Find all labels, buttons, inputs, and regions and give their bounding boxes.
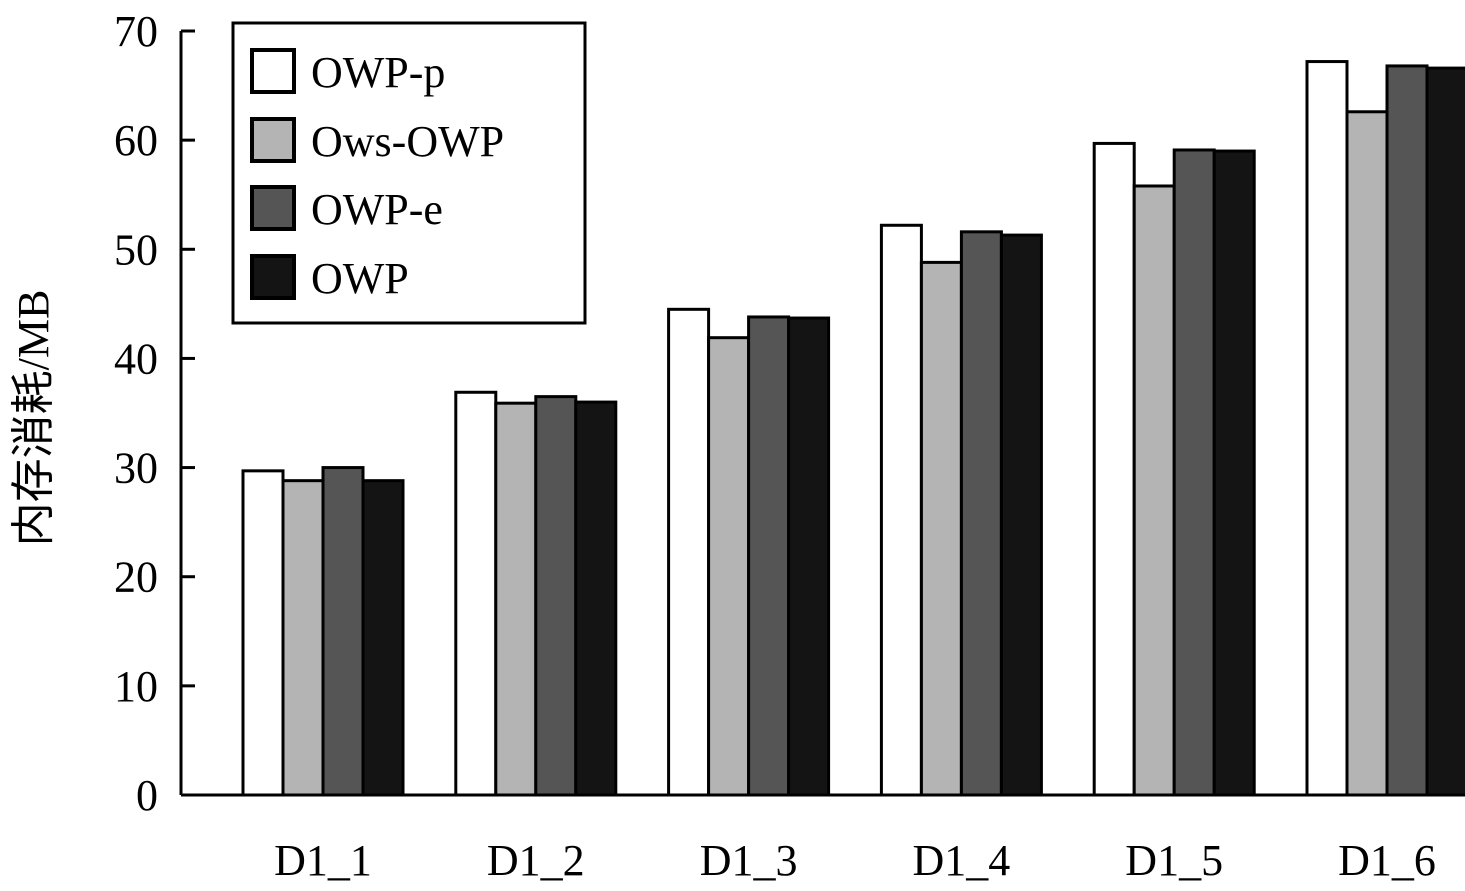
y-axis-title: 内存消耗/MB bbox=[9, 290, 58, 547]
bar-D1_4-OWP-p bbox=[879, 223, 923, 797]
bar-D1_4-OWP-e bbox=[959, 230, 1003, 797]
bar-D1_5-OWP bbox=[1212, 149, 1256, 797]
legend-swatch bbox=[250, 117, 296, 163]
bar-D1_2-OWP-p bbox=[454, 390, 498, 797]
legend: OWP-p Ows-OWP OWP-e OWP bbox=[231, 21, 587, 325]
bar-D1_6-OWP bbox=[1425, 66, 1465, 797]
x-tick-label: D1_3 bbox=[700, 836, 798, 885]
y-tick-label: 20 bbox=[114, 553, 158, 602]
y-tick-label: 40 bbox=[114, 334, 158, 383]
y-tick-label: 70 bbox=[114, 7, 158, 56]
bar-D1_6-Ows-OWP bbox=[1345, 110, 1389, 797]
bar-D1_4-Ows-OWP bbox=[919, 260, 963, 797]
legend-label: OWP bbox=[311, 254, 409, 303]
y-tick-label: 10 bbox=[114, 662, 158, 711]
legend-swatch bbox=[250, 254, 296, 300]
bar-D1_2-OWP-e bbox=[534, 395, 578, 797]
x-tick-label: D1_5 bbox=[1125, 836, 1223, 885]
y-tick-label: 30 bbox=[114, 444, 158, 493]
bar-D1_5-OWP-p bbox=[1092, 141, 1136, 797]
legend-label: OWP-e bbox=[311, 185, 443, 234]
legend-label: Ows-OWP bbox=[311, 117, 504, 166]
bar-D1_5-Ows-OWP bbox=[1132, 184, 1176, 797]
x-tick-label: D1_1 bbox=[274, 836, 372, 885]
legend-swatch bbox=[250, 185, 296, 231]
legend-label: OWP-p bbox=[311, 48, 445, 97]
bar-D1_2-Ows-OWP bbox=[494, 401, 538, 797]
bar-D1_4-OWP bbox=[999, 233, 1043, 797]
bar-D1_2-OWP bbox=[574, 400, 618, 797]
bar-D1_1-OWP bbox=[361, 479, 405, 797]
bar-D1_3-OWP-e bbox=[747, 315, 791, 797]
bar-D1_1-OWP-e bbox=[321, 466, 365, 797]
bar-D1_3-Ows-OWP bbox=[707, 336, 751, 797]
bars-layer bbox=[241, 60, 1465, 797]
bar-D1_1-Ows-OWP bbox=[281, 479, 325, 797]
bar-D1_3-OWP bbox=[787, 316, 831, 797]
bar-D1_6-OWP-e bbox=[1385, 64, 1429, 797]
y-tick-label: 50 bbox=[114, 225, 158, 274]
axis-title-layer: 内存消耗/MB bbox=[9, 290, 58, 547]
bar-D1_6-OWP-p bbox=[1305, 60, 1349, 797]
legend-swatch bbox=[250, 48, 296, 94]
y-tick-label: 0 bbox=[136, 771, 158, 820]
axes-layer: D1_1 D1_2 D1_3 D1_4 D1_5 D1_6 0 10 20 30 40 50 60 70 bbox=[114, 7, 1465, 885]
bar-D1_1-OWP-p bbox=[241, 469, 285, 797]
y-tick-label: 60 bbox=[114, 116, 158, 165]
x-tick-label: D1_4 bbox=[913, 836, 1011, 885]
bar-D1_5-OWP-e bbox=[1172, 148, 1216, 797]
x-tick-label: D1_6 bbox=[1338, 836, 1436, 885]
bar-D1_3-OWP-p bbox=[667, 307, 711, 797]
x-tick-label: D1_2 bbox=[487, 836, 585, 885]
